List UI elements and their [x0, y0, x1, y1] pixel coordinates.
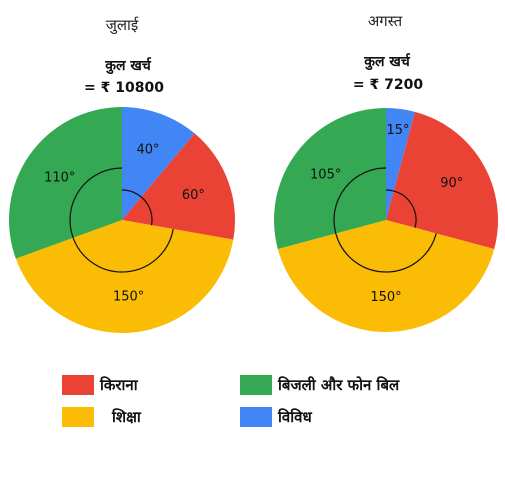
angle-arc-august-electricity-phone [333, 167, 387, 234]
pie-slice-july-education [15, 220, 234, 334]
pie-slice-july-misc [122, 107, 195, 220]
total-value-august: = ₹ 7200 [353, 77, 423, 93]
slice-label-july-electricity-phone: 110° [44, 170, 75, 185]
slice-label-july-grocery: 60° [182, 188, 205, 203]
angle-arc-august-misc [385, 189, 394, 192]
pie-slice-august-grocery [386, 111, 498, 249]
pie-chart-july: जुलाई कुल खर्च = ₹ 10800 40° 60° 150° 110° [8, 16, 235, 334]
slice-label-august-electricity-phone: 105° [310, 168, 341, 183]
pie-slice-july-grocery [122, 133, 235, 240]
pie-slice-august-electricity-phone [273, 108, 386, 249]
angle-arc-july-education [72, 228, 174, 273]
total-value-july: = ₹ 10800 [84, 80, 164, 96]
total-label-august: कुल खर्च [363, 53, 411, 71]
pie-slice-july-electricity-phone [8, 107, 123, 259]
slice-label-july-misc: 40° [136, 143, 159, 158]
angle-arc-july-misc [121, 189, 142, 198]
chart-title-august: अगस्त [368, 12, 403, 30]
slice-label-august-grocery: 90° [440, 176, 463, 191]
slice-label-august-education: 150° [370, 290, 401, 305]
pie-slice-august-education [277, 220, 495, 332]
slice-label-august-misc: 15° [386, 123, 409, 138]
angle-arc-august-grocery [393, 190, 417, 228]
pie-chart-august: अगस्त कुल खर्च = ₹ 7200 15° 90° 150° 105° [273, 12, 498, 332]
slice-label-july-education: 150° [113, 290, 144, 305]
pie-slice-august-misc [386, 108, 415, 220]
angle-arc-july-grocery [140, 196, 153, 226]
angle-arc-august-education [335, 233, 437, 273]
chart-title-july: जुलाई [106, 16, 140, 35]
angle-arc-july-electricity-phone [69, 167, 123, 238]
total-label-july: कुल खर्च [104, 57, 152, 75]
